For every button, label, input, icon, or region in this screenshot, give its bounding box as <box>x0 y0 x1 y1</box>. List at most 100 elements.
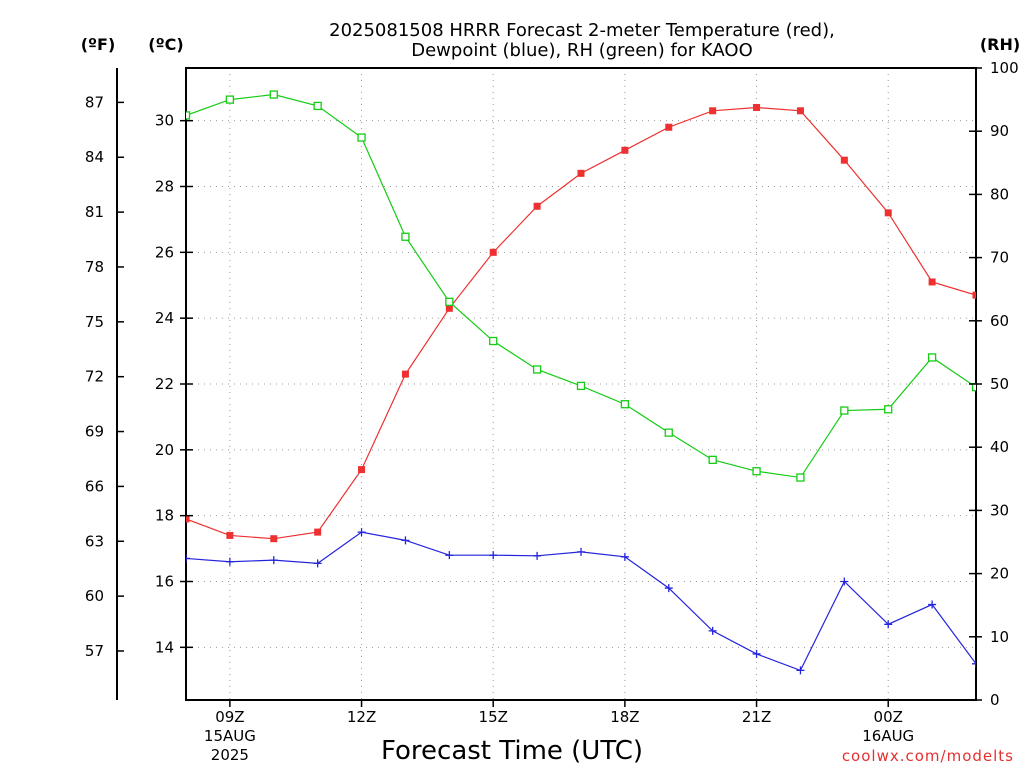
x-tick-label: 00Z <box>874 708 903 726</box>
dewpoint-point <box>489 551 498 560</box>
temperature-point <box>358 466 366 474</box>
temperature-point <box>401 370 409 378</box>
rh-tick-label: 80 <box>990 185 1009 203</box>
rh-point <box>225 95 235 104</box>
dewpoint-point <box>445 551 454 560</box>
temperature-point <box>840 156 848 164</box>
dewpoint-point <box>840 577 849 586</box>
tick-labels: 14 16 18 20 22 24 26 28 30 57 60 63 66 69 72 75 78 81 84 87… <box>85 59 1019 764</box>
temperature-point <box>928 278 936 286</box>
rh-point <box>664 428 673 437</box>
fahrenheit-tick-label: 75 <box>85 313 104 331</box>
rh-point <box>884 405 893 414</box>
dewpoint-point <box>186 554 190 563</box>
fahrenheit-tick-label: 69 <box>85 423 104 441</box>
rh-point <box>401 232 410 241</box>
temperature-point <box>533 202 541 210</box>
celsius-tick-label: 26 <box>155 243 174 261</box>
dewpoint-point <box>401 536 410 545</box>
temperature-point <box>796 107 804 115</box>
dewpoint-point <box>269 556 278 565</box>
rh-point <box>357 133 366 142</box>
x-tick-label: 12Z <box>347 708 376 726</box>
rh-point <box>752 467 761 476</box>
fahrenheit-tick-label: 84 <box>85 148 104 166</box>
celsius-tick-label: 20 <box>155 441 174 459</box>
celsius-tick-label: 28 <box>155 178 174 196</box>
temperature-series <box>186 104 976 543</box>
chart-title-line1: 2025081508 HRRR Forecast 2-meter Tempera… <box>329 20 835 41</box>
fahrenheit-tick-label: 57 <box>85 642 104 660</box>
celsius-tick-label: 14 <box>155 638 174 656</box>
fahrenheit-tick-label: 78 <box>85 258 104 276</box>
rh-tick-label: 50 <box>990 375 1009 393</box>
rh-tick-label: 0 <box>990 691 1000 709</box>
rh-point <box>971 383 976 392</box>
x-tick-label: 18Z <box>610 708 639 726</box>
dewpoint-point <box>664 584 673 593</box>
temperature-point <box>665 123 673 131</box>
celsius-tick-label: 22 <box>155 375 174 393</box>
rh-tick-label: 20 <box>990 565 1009 583</box>
rh-point <box>313 101 322 111</box>
temperature-point <box>972 291 976 299</box>
dewpoint-point <box>972 659 976 668</box>
fahrenheit-tick-label: 66 <box>85 477 104 495</box>
dewpoint-point <box>357 528 366 537</box>
dewpoint-point <box>533 551 542 560</box>
fahrenheit-tick-label: 87 <box>85 93 104 111</box>
rh-tick-label: 10 <box>990 628 1009 646</box>
rh-point <box>840 406 849 415</box>
x-tick-date-label: 15AUG <box>204 727 256 745</box>
dewpoint-point <box>928 600 937 609</box>
source-credit: coolwx.com/modelts <box>842 747 1014 765</box>
dewpoint-point <box>796 666 805 675</box>
dewpoint-point <box>225 557 234 566</box>
temperature-point <box>884 209 892 217</box>
temperature-point <box>489 248 497 256</box>
celsius-tick-label: 18 <box>155 507 174 525</box>
rh-series <box>186 90 976 482</box>
rh-tick-label: 40 <box>990 438 1009 456</box>
x-tick-label: 15Z <box>479 708 508 726</box>
temperature-point <box>186 515 190 523</box>
rh-point <box>269 90 278 99</box>
rh-point <box>445 297 454 306</box>
chart-title-line2: Dewpoint (blue), RH (green) for KAOO <box>411 40 753 61</box>
rh-point <box>489 336 498 346</box>
rh-unit-label: (RH) <box>980 35 1020 54</box>
dewpoint-point <box>752 649 761 658</box>
rh-tick-label: 90 <box>990 122 1009 140</box>
dewpoint-point <box>577 547 585 556</box>
fahrenheit-tick-label: 63 <box>85 532 104 550</box>
dewpoint-point <box>708 626 717 635</box>
rh-tick-label: 60 <box>990 312 1009 330</box>
rh-point <box>796 473 805 482</box>
temperature-point <box>314 528 322 536</box>
dewpoint-series <box>186 528 976 675</box>
rh-point <box>576 381 586 391</box>
rh-tick-label: 70 <box>990 249 1009 267</box>
rh-point <box>927 353 937 362</box>
temperature-point <box>270 535 278 543</box>
rh-line <box>186 93 976 479</box>
rh-point <box>708 455 717 464</box>
temperature-point <box>621 146 629 154</box>
fahrenheit-unit-label: (ºF) <box>81 35 116 54</box>
rh-point <box>532 365 542 374</box>
celsius-tick-label: 30 <box>155 112 174 130</box>
rh-point <box>620 400 630 409</box>
fahrenheit-tick-label: 72 <box>85 368 104 386</box>
dewpoint-point <box>313 559 322 568</box>
temperature-point <box>577 169 585 177</box>
rh-tick-label: 100 <box>990 59 1019 77</box>
x-tick-date-label: 16AUG <box>862 727 914 745</box>
celsius-tick-label: 24 <box>155 309 174 327</box>
series-layer <box>186 90 976 675</box>
x-tick-label: 21Z <box>742 708 771 726</box>
x-tick-label: 09Z <box>215 708 244 726</box>
temperature-point <box>753 104 761 111</box>
celsius-unit-label: (ºC) <box>148 35 183 54</box>
x-axis-title: Forecast Time (UTC) <box>381 736 643 766</box>
